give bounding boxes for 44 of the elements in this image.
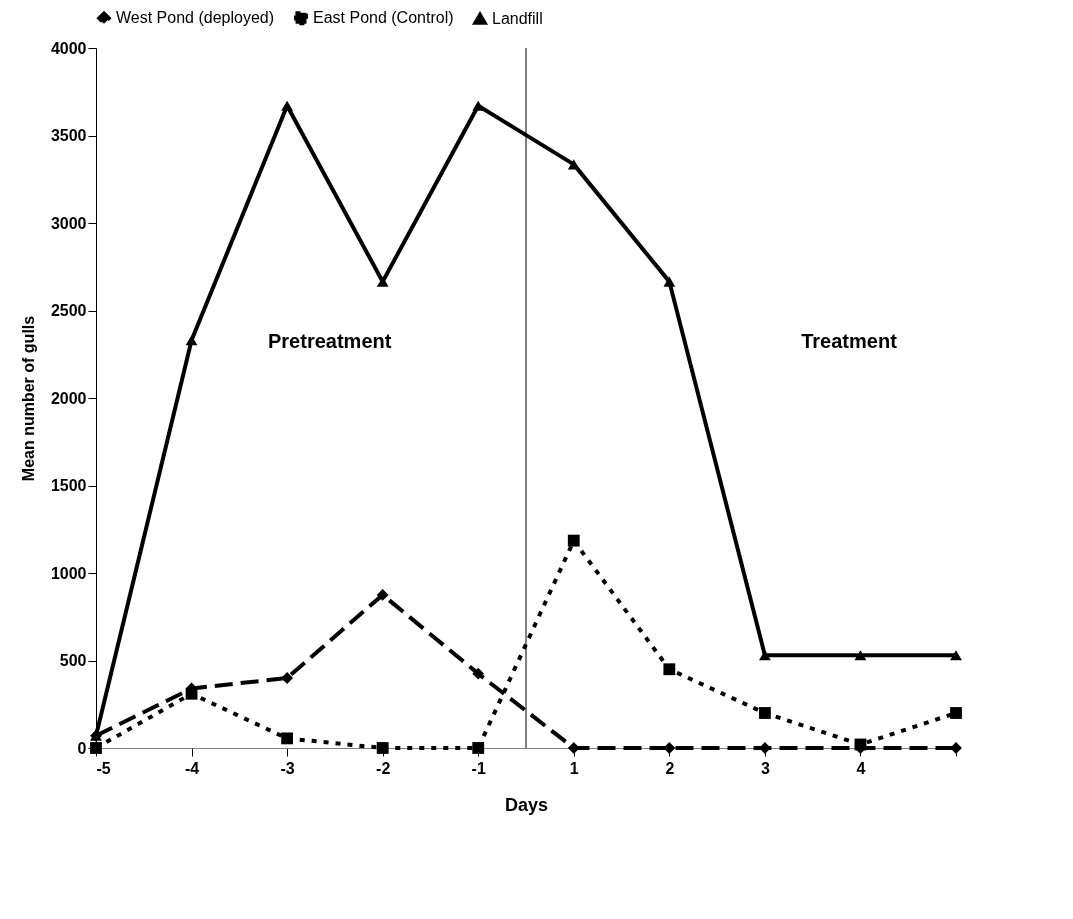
y-tick-label: 3000 bbox=[50, 214, 87, 232]
point bbox=[758, 650, 771, 661]
y-axis-title: Mean number of gulls bbox=[19, 315, 37, 482]
point bbox=[376, 276, 389, 287]
point bbox=[376, 742, 389, 754]
point bbox=[663, 276, 676, 287]
point bbox=[758, 707, 771, 719]
x-tick-label: -5 bbox=[96, 759, 111, 777]
point bbox=[185, 335, 198, 346]
y-tick-label: 2500 bbox=[50, 302, 87, 319]
point bbox=[185, 687, 198, 700]
point bbox=[472, 742, 485, 754]
point bbox=[567, 159, 580, 170]
x-tick-label: 3 bbox=[760, 759, 770, 777]
y-tick-label: 4000 bbox=[50, 39, 87, 57]
x-tick-label: 2 bbox=[665, 759, 675, 777]
x-tick-label: -2 bbox=[376, 759, 391, 777]
x-axis-title: Days bbox=[504, 794, 549, 815]
point bbox=[950, 650, 962, 661]
point bbox=[281, 100, 294, 111]
point bbox=[663, 663, 676, 676]
y-tick-label: 1500 bbox=[50, 477, 87, 494]
annotation: Pretreatment bbox=[268, 330, 392, 352]
annotation: Treatment bbox=[801, 330, 898, 352]
point bbox=[376, 588, 389, 601]
legend-label: East Pond (Control) bbox=[313, 9, 454, 27]
y-tick-label: 2000 bbox=[50, 389, 87, 407]
point bbox=[567, 534, 580, 547]
point bbox=[854, 650, 867, 661]
legend-label: West Pond (deployed) bbox=[116, 9, 275, 27]
y-tick-label: 500 bbox=[59, 652, 87, 669]
point bbox=[281, 732, 294, 745]
point bbox=[472, 667, 485, 680]
y-tick-label: 1000 bbox=[50, 564, 87, 582]
x-tick-label: -3 bbox=[280, 759, 295, 777]
y-tick-label: 3500 bbox=[50, 127, 87, 144]
x-tick-label: -1 bbox=[471, 759, 486, 777]
point bbox=[281, 672, 294, 684]
y-tick-label: 0 bbox=[77, 739, 87, 757]
x-tick-label: 4 bbox=[856, 759, 866, 777]
point bbox=[950, 707, 962, 719]
legend-label: Landfill bbox=[492, 9, 543, 27]
x-tick-label: -4 bbox=[184, 759, 200, 777]
x-tick-label: 1 bbox=[569, 759, 579, 777]
